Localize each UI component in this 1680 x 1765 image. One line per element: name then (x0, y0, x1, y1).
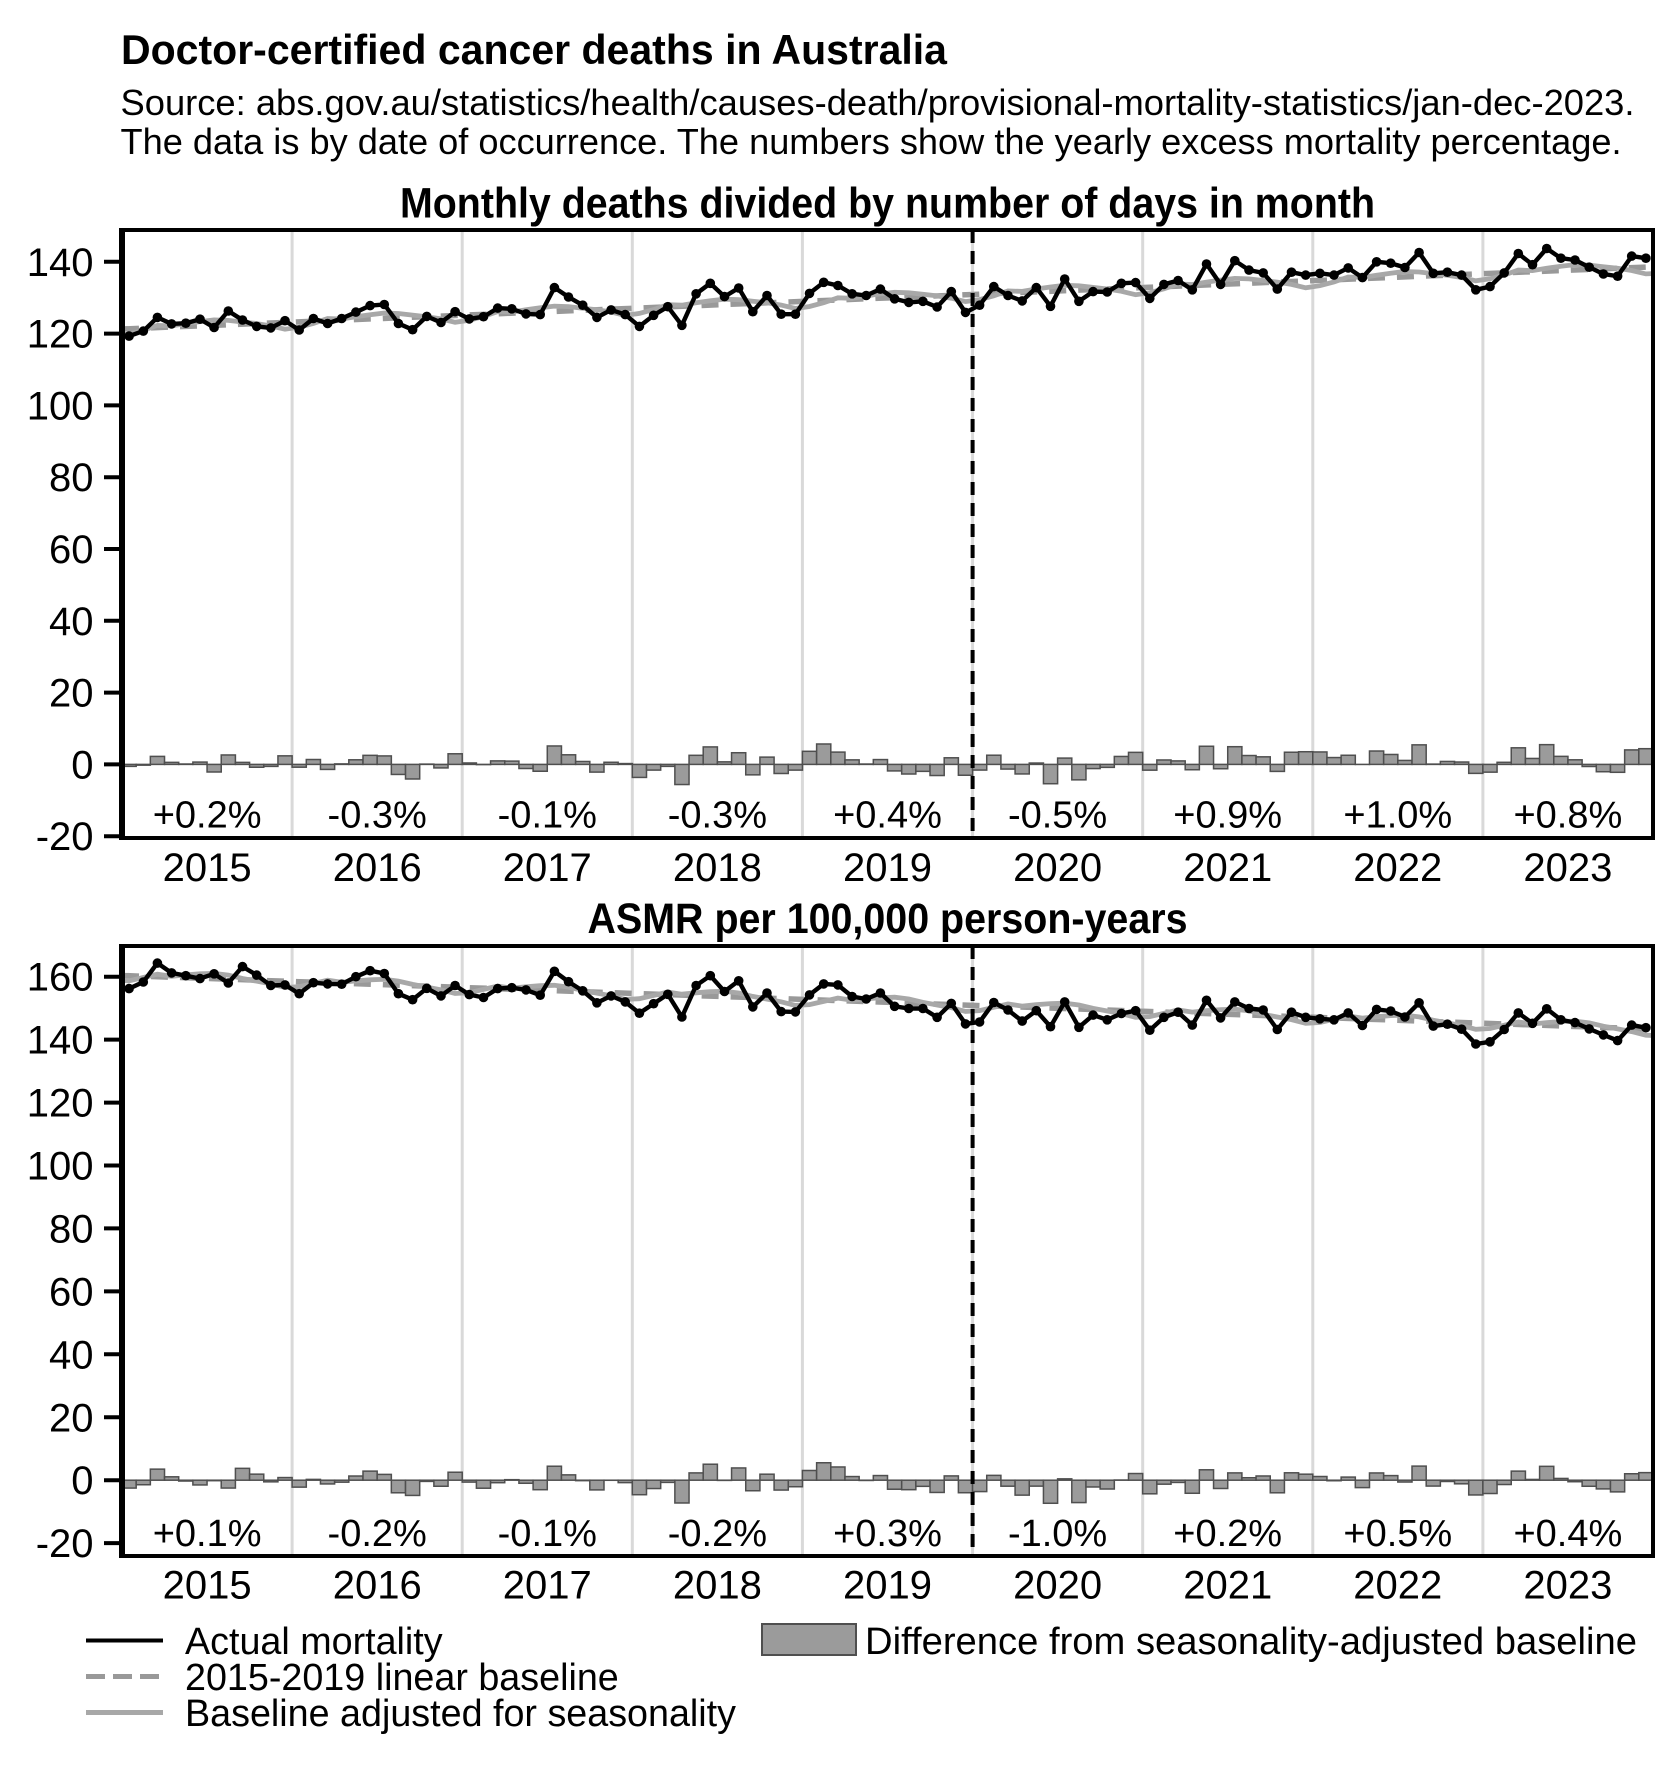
svg-text:-0.3%: -0.3% (668, 795, 767, 837)
svg-text:+0.2%: +0.2% (153, 795, 262, 837)
svg-text:Difference from seasonality-ad: Difference from seasonality-adjusted bas… (865, 1620, 1637, 1662)
svg-text:2016: 2016 (333, 1564, 422, 1608)
svg-text:+0.3%: +0.3% (833, 1513, 942, 1555)
svg-text:2023: 2023 (1523, 846, 1612, 890)
svg-text:The data is by date of occurre: The data is by date of occurrence. The n… (121, 121, 1622, 162)
svg-text:2023: 2023 (1523, 1564, 1612, 1608)
svg-text:-0.5%: -0.5% (1008, 795, 1107, 837)
svg-text:40: 40 (49, 1333, 94, 1377)
svg-text:2022: 2022 (1353, 1564, 1442, 1608)
svg-text:2019: 2019 (843, 1564, 932, 1608)
svg-text:2018: 2018 (673, 846, 762, 890)
svg-text:2016: 2016 (333, 846, 422, 890)
svg-text:2017: 2017 (503, 846, 592, 890)
svg-text:2022: 2022 (1353, 846, 1442, 890)
svg-text:120: 120 (27, 313, 94, 357)
svg-text:+0.8%: +0.8% (1513, 795, 1622, 837)
svg-text:Source: abs.gov.au/statistics/: Source: abs.gov.au/statistics/health/cau… (121, 82, 1635, 123)
svg-text:100: 100 (27, 1145, 94, 1189)
svg-text:20: 20 (49, 672, 94, 716)
svg-text:20: 20 (49, 1396, 94, 1440)
svg-text:2021: 2021 (1183, 1564, 1272, 1608)
svg-text:+0.1%: +0.1% (153, 1513, 262, 1555)
svg-text:2018: 2018 (673, 1564, 762, 1608)
svg-text:+0.4%: +0.4% (1513, 1513, 1622, 1555)
svg-text:2021: 2021 (1183, 846, 1272, 890)
svg-text:-20: -20 (36, 1522, 94, 1566)
svg-text:-0.1%: -0.1% (498, 795, 597, 837)
svg-text:ASMR per 100,000 person-years: ASMR per 100,000 person-years (588, 895, 1188, 943)
svg-text:0: 0 (71, 1459, 93, 1503)
svg-text:+1.0%: +1.0% (1343, 795, 1452, 837)
svg-text:+0.2%: +0.2% (1173, 1513, 1282, 1555)
svg-text:120: 120 (27, 1082, 94, 1126)
svg-text:0: 0 (71, 743, 93, 787)
svg-text:-0.1%: -0.1% (498, 1513, 597, 1555)
svg-text:+0.4%: +0.4% (833, 795, 942, 837)
svg-text:100: 100 (27, 384, 94, 428)
svg-text:2015: 2015 (163, 1564, 252, 1608)
svg-text:-0.2%: -0.2% (668, 1513, 767, 1555)
svg-text:2020: 2020 (1013, 1564, 1102, 1608)
svg-text:2019: 2019 (843, 846, 932, 890)
svg-text:140: 140 (27, 1019, 94, 1063)
svg-text:80: 80 (49, 456, 94, 500)
svg-text:Monthly deaths divided by numb: Monthly deaths divided by number of days… (400, 180, 1375, 228)
svg-text:+0.5%: +0.5% (1343, 1513, 1452, 1555)
svg-text:-0.2%: -0.2% (328, 1513, 427, 1555)
svg-text:Baseline adjusted for seasonal: Baseline adjusted for seasonality (185, 1692, 736, 1734)
svg-text:2017: 2017 (503, 1564, 592, 1608)
svg-text:-0.3%: -0.3% (328, 795, 427, 837)
svg-text:Doctor-certified cancer deaths: Doctor-certified cancer deaths in Austra… (121, 26, 948, 73)
svg-text:80: 80 (49, 1207, 94, 1251)
svg-text:60: 60 (49, 1270, 94, 1314)
svg-text:140: 140 (27, 241, 94, 285)
svg-text:-20: -20 (36, 815, 94, 859)
svg-text:+0.9%: +0.9% (1173, 795, 1282, 837)
svg-text:2015: 2015 (163, 846, 252, 890)
svg-text:40: 40 (49, 600, 94, 644)
svg-text:2020: 2020 (1013, 846, 1102, 890)
svg-text:-1.0%: -1.0% (1008, 1513, 1107, 1555)
svg-text:160: 160 (27, 956, 94, 1000)
svg-text:60: 60 (49, 528, 94, 572)
